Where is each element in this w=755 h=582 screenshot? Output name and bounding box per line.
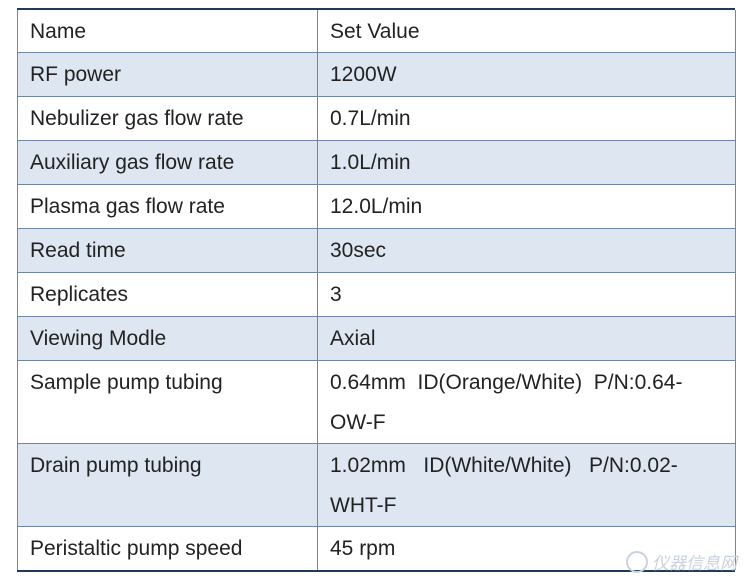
row-name: Replicates (17, 272, 318, 317)
table-row: Read time 30sec (17, 228, 736, 273)
table-row: Replicates 3 (17, 272, 736, 317)
row-value: 0.64mm ID(Orange/White) P/N:0.64- OW-F (317, 360, 736, 444)
parameter-table-container: Name Set Value RF power 1200W Nebulizer … (17, 8, 736, 572)
table-header-row: Name Set Value (17, 10, 736, 53)
row-name: Sample pump tubing (17, 360, 318, 444)
row-value: 1200W (317, 52, 736, 97)
table-row: Auxiliary gas flow rate 1.0L/min (17, 140, 736, 185)
logo-icon (626, 550, 648, 573)
row-name: Drain pump tubing (17, 443, 318, 527)
table-row: RF power 1200W (17, 52, 736, 97)
table-row: Drain pump tubing 1.02mm ID(White/White)… (17, 443, 736, 527)
row-value: 12.0L/min (317, 184, 736, 229)
watermark: 仪器信息网 (626, 549, 737, 574)
row-value: 1.02mm ID(White/White) P/N:0.02- WHT-F (317, 443, 736, 527)
row-value: 45 rpm (317, 526, 736, 570)
table-row: Peristaltic pump speed 45 rpm (17, 526, 736, 570)
row-value: Axial (317, 316, 736, 361)
row-value: 30sec (317, 228, 736, 273)
table-row: Sample pump tubing 0.64mm ID(Orange/Whit… (17, 360, 736, 444)
row-name: Read time (17, 228, 318, 273)
row-name: Peristaltic pump speed (17, 526, 318, 570)
header-set-value: Set Value (317, 10, 736, 53)
parameter-table: Name Set Value RF power 1200W Nebulizer … (17, 10, 736, 570)
row-name: Plasma gas flow rate (17, 184, 318, 229)
row-name: Viewing Modle (17, 316, 318, 361)
row-name: Nebulizer gas flow rate (17, 96, 318, 141)
row-value: 3 (317, 272, 736, 317)
table-row: Nebulizer gas flow rate 0.7L/min (17, 96, 736, 141)
table-row: Viewing Modle Axial (17, 316, 736, 361)
row-name: RF power (17, 52, 318, 97)
row-value: 0.7L/min (317, 96, 736, 141)
table-row: Plasma gas flow rate 12.0L/min (17, 184, 736, 229)
row-value: 1.0L/min (317, 140, 736, 185)
watermark-text: 仪器信息网 (652, 554, 737, 573)
header-name: Name (17, 10, 318, 53)
row-name: Auxiliary gas flow rate (17, 140, 318, 185)
